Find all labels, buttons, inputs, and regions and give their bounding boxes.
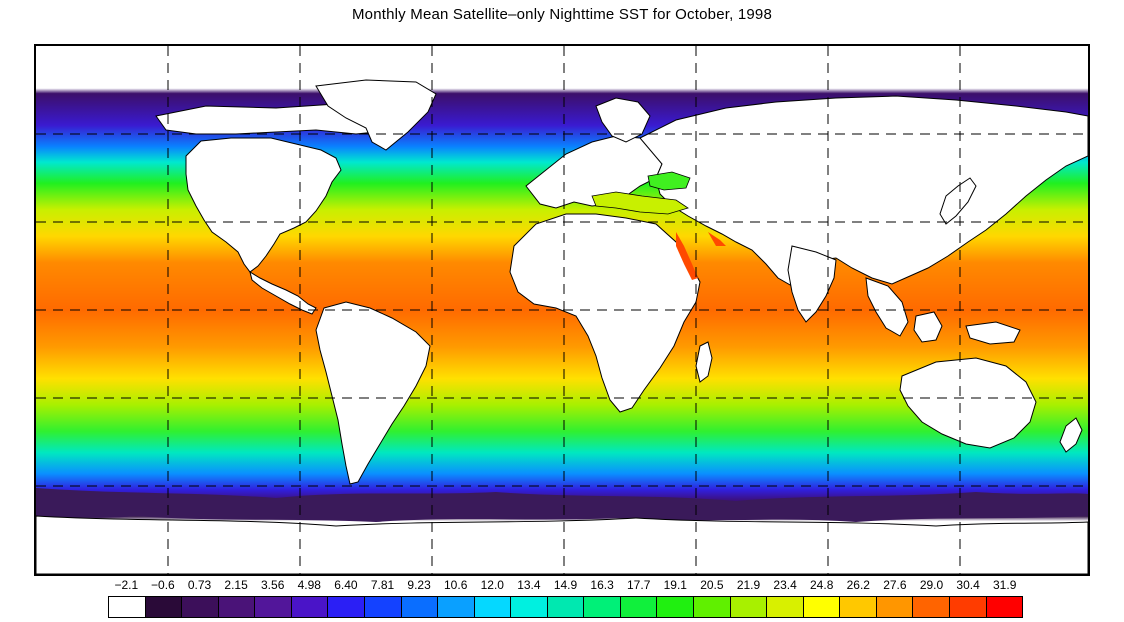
colorbar-swatch (511, 597, 548, 617)
colorbar-swatch (145, 597, 183, 617)
colorbar-swatch (694, 597, 731, 617)
colorbar-swatch (840, 597, 877, 617)
continents (36, 79, 1088, 574)
colorbar-swatch (474, 597, 512, 617)
colorbar-tick-label: 24.8 (810, 578, 834, 592)
colorbar-swatch (767, 597, 804, 617)
colorbar-labels: −2.1 −0.6 0.73 2.15 3.56 4.98 6.40 7.81 9.23 10.6… (0, 578, 1124, 594)
colorbar-swatch (438, 597, 475, 617)
colorbar-tick-label: 10.6 (444, 578, 468, 592)
colorbar-tick-label: 4.98 (297, 578, 321, 592)
colorbar-swatch (109, 597, 146, 617)
madagascar (695, 341, 713, 383)
north-america (185, 137, 342, 273)
colorbar-tick-label: −0.6 (151, 578, 175, 592)
scandinavia (595, 97, 651, 143)
colorbar-tick-label: 7.81 (370, 578, 395, 592)
colorbar-swatch (182, 597, 219, 617)
colorbar-tick-label: 26.2 (846, 578, 870, 592)
colorbar-swatch (657, 597, 694, 617)
colorbar-tick-label: 6.40 (334, 578, 358, 592)
colorbar-swatch (291, 597, 329, 617)
colorbar (108, 596, 1023, 618)
inland-seas (591, 171, 726, 280)
colorbar-tick-label: −2.1 (114, 578, 139, 592)
colorbar-swatch (328, 597, 365, 617)
south-america (315, 301, 431, 485)
colorbar-tick-label: 9.23 (407, 578, 431, 592)
colorbar-swatch (255, 597, 292, 617)
colorbar-swatch (547, 597, 585, 617)
colorbar-tick-label: 27.6 (883, 578, 907, 592)
colorbar-swatch (584, 597, 621, 617)
antarctica (36, 515, 1088, 574)
india (787, 245, 837, 323)
colorbar-tick-label: 23.4 (773, 578, 797, 592)
colorbar-tick-label: 3.56 (261, 578, 285, 592)
colorbar-swatch (986, 597, 1023, 617)
greenland (315, 79, 437, 151)
colorbar-tick-label: 14.9 (553, 578, 578, 592)
new-zealand (1059, 417, 1083, 453)
colorbar-tick-label: 2.15 (224, 578, 248, 592)
colorbar-swatch (876, 597, 914, 617)
africa (509, 213, 701, 413)
map-title: Monthly Mean Satellite–only Nighttime SS… (351, 6, 773, 23)
sst-map-canvas (36, 46, 1088, 574)
colorbar-swatch (730, 597, 768, 617)
colorbar-swatch (218, 597, 256, 617)
colorbar-swatch (401, 597, 439, 617)
colorbar-swatch (620, 597, 658, 617)
borneo (913, 311, 943, 343)
colorbar-tick-label: 20.5 (700, 578, 724, 592)
colorbar-tick-label: 13.4 (517, 578, 541, 592)
australia (899, 357, 1037, 449)
japan (939, 177, 977, 225)
colorbar-tick-label: 16.3 (590, 578, 614, 592)
graticule (36, 46, 1088, 574)
colorbar-tick-label: 31.9 (993, 578, 1017, 592)
colorbar-swatch (913, 597, 950, 617)
colorbar-swatch (949, 597, 987, 617)
colorbar-tick-label: 21.9 (736, 578, 761, 592)
sst-map (34, 44, 1090, 576)
asia (639, 95, 1088, 287)
colorbar-tick-label: 0.73 (187, 578, 212, 592)
southeast-asia (865, 277, 909, 337)
antarctic-ice-shelf (36, 488, 1088, 522)
colorbar-tick-label: 29.0 (919, 578, 944, 592)
colorbar-tick-label: 30.4 (956, 578, 980, 592)
new-guinea (965, 321, 1021, 345)
colorbar-tick-label: 19.1 (663, 578, 687, 592)
colorbar-swatch (364, 597, 402, 617)
colorbar-swatch (803, 597, 841, 617)
colorbar-tick-label: 17.7 (627, 578, 651, 592)
colorbar-tick-label: 12.0 (480, 578, 504, 592)
